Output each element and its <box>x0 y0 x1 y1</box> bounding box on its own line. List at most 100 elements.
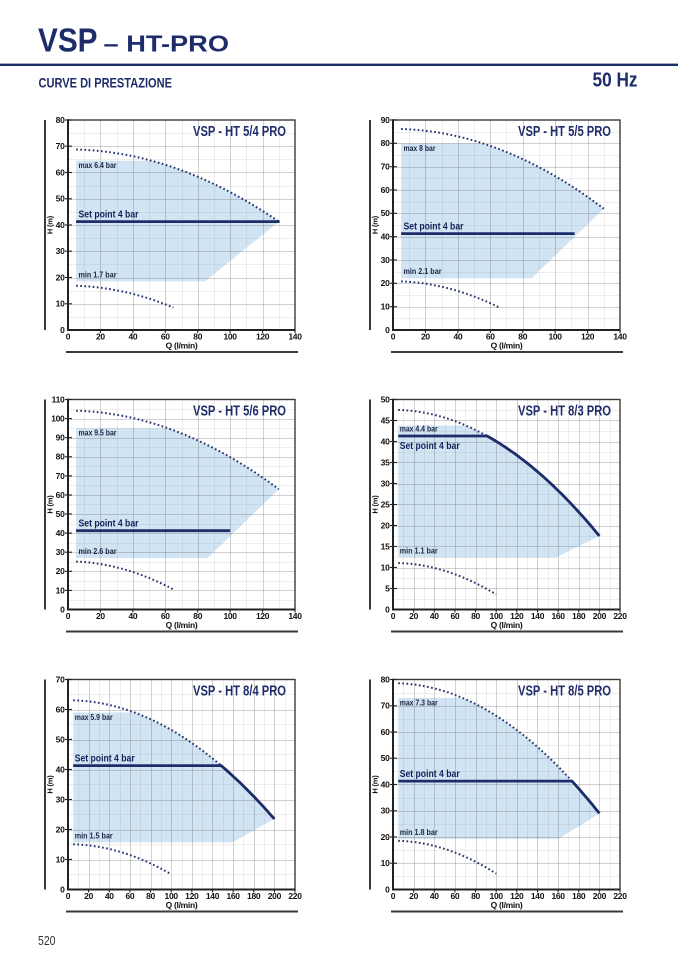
svg-text:200: 200 <box>268 891 282 901</box>
svg-text:110: 110 <box>52 394 65 404</box>
svg-text:H (m): H (m) <box>371 215 380 234</box>
svg-text:Q (l/min): Q (l/min) <box>166 341 198 351</box>
svg-text:0: 0 <box>391 891 396 901</box>
svg-text:20: 20 <box>421 332 430 342</box>
svg-text:60: 60 <box>450 611 459 621</box>
svg-text:60: 60 <box>161 611 170 621</box>
svg-text:160: 160 <box>226 891 240 901</box>
svg-text:60: 60 <box>56 490 65 500</box>
svg-text:120: 120 <box>510 891 524 901</box>
svg-text:0: 0 <box>60 325 65 335</box>
svg-text:H (m): H (m) <box>371 495 380 514</box>
svg-text:140: 140 <box>613 332 627 342</box>
svg-text:80: 80 <box>471 891 480 901</box>
svg-text:100: 100 <box>223 332 237 342</box>
svg-text:100: 100 <box>165 891 179 901</box>
svg-text:0: 0 <box>385 325 390 335</box>
svg-text:VSP: VSP <box>38 22 98 59</box>
svg-text:40: 40 <box>430 891 439 901</box>
svg-text:70: 70 <box>381 162 390 172</box>
svg-text:220: 220 <box>288 891 302 901</box>
svg-text:220: 220 <box>613 611 627 621</box>
svg-text:min 2.1 bar: min 2.1 bar <box>404 266 443 276</box>
svg-text:140: 140 <box>206 891 220 901</box>
svg-text:min 1.1 bar: min 1.1 bar <box>400 545 439 555</box>
svg-text:10: 10 <box>56 854 65 864</box>
svg-text:50: 50 <box>56 509 65 519</box>
svg-text:max 9.5 bar: max 9.5 bar <box>79 428 118 438</box>
svg-text:50: 50 <box>381 753 390 763</box>
svg-text:180: 180 <box>572 891 586 901</box>
svg-text:40: 40 <box>56 764 65 774</box>
svg-text:80: 80 <box>56 452 65 462</box>
svg-text:Q (l/min): Q (l/min) <box>491 620 523 630</box>
svg-text:70: 70 <box>56 141 65 151</box>
svg-text:Q (l/min): Q (l/min) <box>491 900 523 910</box>
svg-text:20: 20 <box>56 824 65 834</box>
svg-text:50: 50 <box>381 394 390 404</box>
svg-text:20: 20 <box>96 332 105 342</box>
svg-text:50: 50 <box>56 734 65 744</box>
svg-text:0: 0 <box>385 604 390 614</box>
svg-text:80: 80 <box>381 674 390 684</box>
svg-text:10: 10 <box>381 858 390 868</box>
svg-text:VSP - HT 5/4 PRO: VSP - HT 5/4 PRO <box>193 124 286 140</box>
svg-text:120: 120 <box>581 332 595 342</box>
svg-text:40: 40 <box>56 220 65 230</box>
svg-text:180: 180 <box>572 611 586 621</box>
svg-text:140: 140 <box>531 891 545 901</box>
svg-text:40: 40 <box>56 528 65 538</box>
svg-text:40: 40 <box>430 611 439 621</box>
svg-text:0: 0 <box>66 611 71 621</box>
svg-text:40: 40 <box>453 332 462 342</box>
svg-text:120: 120 <box>256 611 270 621</box>
svg-text:50: 50 <box>56 194 65 204</box>
svg-text:80: 80 <box>56 115 65 125</box>
svg-text:min 1.7 bar: min 1.7 bar <box>79 269 118 279</box>
svg-text:120: 120 <box>185 891 199 901</box>
svg-text:H (m): H (m) <box>46 215 55 234</box>
svg-text:max 4.4 bar: max 4.4 bar <box>400 424 439 434</box>
svg-text:140: 140 <box>288 611 302 621</box>
svg-text:max 5.9 bar: max 5.9 bar <box>75 712 114 722</box>
svg-text:Set point 4 bar: Set point 4 bar <box>400 441 460 452</box>
svg-text:80: 80 <box>193 611 202 621</box>
svg-text:200: 200 <box>593 891 607 901</box>
svg-text:10: 10 <box>381 302 390 312</box>
svg-text:20: 20 <box>409 891 418 901</box>
svg-text:30: 30 <box>56 246 65 256</box>
svg-text:10: 10 <box>381 562 390 572</box>
svg-text:Q (l/min): Q (l/min) <box>491 341 523 351</box>
svg-text:60: 60 <box>381 185 390 195</box>
svg-text:Set point 4 bar: Set point 4 bar <box>404 222 464 233</box>
svg-text:140: 140 <box>288 332 302 342</box>
svg-text:60: 60 <box>56 167 65 177</box>
svg-text:520: 520 <box>38 934 56 948</box>
svg-text:180: 180 <box>247 891 261 901</box>
svg-text:100: 100 <box>223 611 237 621</box>
svg-text:Set point 4 bar: Set point 4 bar <box>400 769 460 780</box>
svg-text:30: 30 <box>381 806 390 816</box>
svg-text:35: 35 <box>381 457 390 467</box>
svg-text:Q (l/min): Q (l/min) <box>166 900 198 910</box>
svg-text:VSP - HT 5/5 PRO: VSP - HT 5/5 PRO <box>518 124 611 140</box>
svg-text:5: 5 <box>385 583 390 593</box>
svg-text:30: 30 <box>381 255 390 265</box>
svg-text:100: 100 <box>548 332 562 342</box>
svg-text:40: 40 <box>381 436 390 446</box>
svg-text:80: 80 <box>518 332 527 342</box>
svg-text:100: 100 <box>51 414 65 424</box>
svg-text:20: 20 <box>381 278 390 288</box>
svg-text:100: 100 <box>490 891 504 901</box>
svg-text:40: 40 <box>381 232 390 242</box>
svg-text:H (m): H (m) <box>46 775 55 794</box>
svg-text:50: 50 <box>381 208 390 218</box>
svg-text:10: 10 <box>56 299 65 309</box>
svg-text:60: 60 <box>56 704 65 714</box>
svg-text:max 6.4 bar: max 6.4 bar <box>79 160 118 170</box>
svg-text:CURVE DI PRESTAZIONE: CURVE DI PRESTAZIONE <box>39 74 173 90</box>
svg-text:80: 80 <box>471 611 480 621</box>
svg-text:min 2.6 bar: min 2.6 bar <box>79 546 118 556</box>
svg-text:0: 0 <box>66 891 71 901</box>
svg-text:100: 100 <box>490 611 504 621</box>
